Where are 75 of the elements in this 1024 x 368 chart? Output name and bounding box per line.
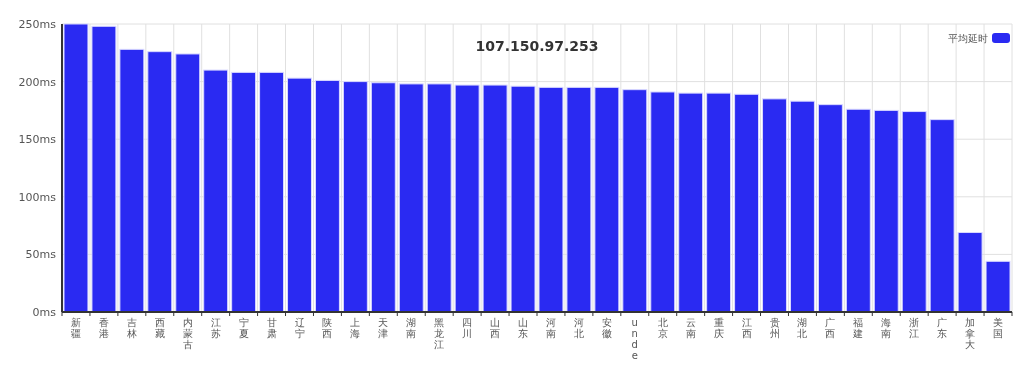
x-tick-label: unde xyxy=(631,317,638,361)
x-tick-label: 广西 xyxy=(825,317,836,339)
y-tick-label: 50ms xyxy=(25,248,57,262)
bar xyxy=(370,82,396,313)
bar xyxy=(901,111,927,313)
x-tick-label: 吉林 xyxy=(125,317,137,339)
bar xyxy=(426,83,452,313)
bar xyxy=(454,84,480,313)
bar xyxy=(817,104,843,313)
x-tick-label: 湖南 xyxy=(406,317,417,339)
bar xyxy=(678,92,704,313)
bar xyxy=(538,86,564,313)
bar xyxy=(873,109,899,313)
bar xyxy=(650,91,676,313)
bar xyxy=(929,119,955,313)
x-tick-label: 内蒙古 xyxy=(182,317,193,350)
y-tick-label: 100ms xyxy=(18,190,57,204)
bar xyxy=(203,69,229,313)
x-tick-label: 西藏 xyxy=(154,317,165,339)
x-tick-label: 山东 xyxy=(518,317,529,339)
bar xyxy=(706,92,732,313)
y-tick-label: 250ms xyxy=(18,18,57,31)
x-tick-label: 天津 xyxy=(378,317,389,339)
bar xyxy=(762,98,787,313)
bar xyxy=(259,71,285,313)
bar xyxy=(119,48,145,313)
bar xyxy=(91,25,117,313)
x-tick-label: 福建 xyxy=(852,317,864,339)
x-tick-label: 重庆 xyxy=(713,317,724,339)
x-tick-label: 湖北 xyxy=(797,317,808,339)
x-tick-label: 广东 xyxy=(937,317,948,339)
x-tick-label: 江西 xyxy=(741,317,752,339)
x-tick-label: 云南 xyxy=(685,317,696,339)
bar xyxy=(510,85,536,313)
y-tick-label: 0ms xyxy=(32,306,57,319)
x-tick-label: 加拿大 xyxy=(965,317,976,350)
bar xyxy=(147,51,173,313)
bar xyxy=(342,81,368,313)
x-tick-label: 浙江 xyxy=(909,317,920,339)
bar xyxy=(482,84,508,313)
bar xyxy=(734,93,760,313)
x-tick-label: 香港 xyxy=(98,317,109,339)
bar xyxy=(287,77,312,313)
bar xyxy=(566,86,592,313)
x-tick-label: 海南 xyxy=(881,317,892,339)
x-tick-label: 陕西 xyxy=(322,317,333,339)
x-tick-label: 河北 xyxy=(573,317,584,339)
text: 107.150.97.253 xyxy=(475,38,599,54)
x-tick-label: 宁夏 xyxy=(238,317,249,339)
bar xyxy=(845,108,871,313)
x-tick-label: 河南 xyxy=(545,317,556,339)
bar xyxy=(594,86,620,313)
x-tick-label: 上海 xyxy=(350,317,361,339)
bar xyxy=(231,71,257,313)
text: 平均延时 xyxy=(948,33,988,44)
bar xyxy=(175,53,201,313)
x-tick-label: 甘肃 xyxy=(266,317,277,339)
bar xyxy=(985,260,1011,313)
x-tick-label: 四川 xyxy=(462,317,473,339)
x-tick-label: 新疆 xyxy=(70,317,81,339)
x-tick-label: 黑龙江 xyxy=(434,317,445,350)
x-tick-label: 江苏 xyxy=(210,317,221,339)
x-tick-label: 辽宁 xyxy=(294,317,305,339)
bar xyxy=(957,232,983,313)
bar xyxy=(314,79,340,313)
x-tick-label: 安徽 xyxy=(601,317,612,339)
x-tick-label: 北京 xyxy=(657,317,668,339)
x-tick-label: 山西 xyxy=(490,317,501,339)
x-tick-label: 贵州 xyxy=(769,317,780,339)
bar xyxy=(398,83,424,313)
y-tick-label: 200ms xyxy=(18,75,57,89)
bar xyxy=(789,100,815,313)
x-tick-label: 美国 xyxy=(993,317,1004,339)
bar xyxy=(622,89,648,313)
y-tick-label: 150ms xyxy=(18,133,57,147)
